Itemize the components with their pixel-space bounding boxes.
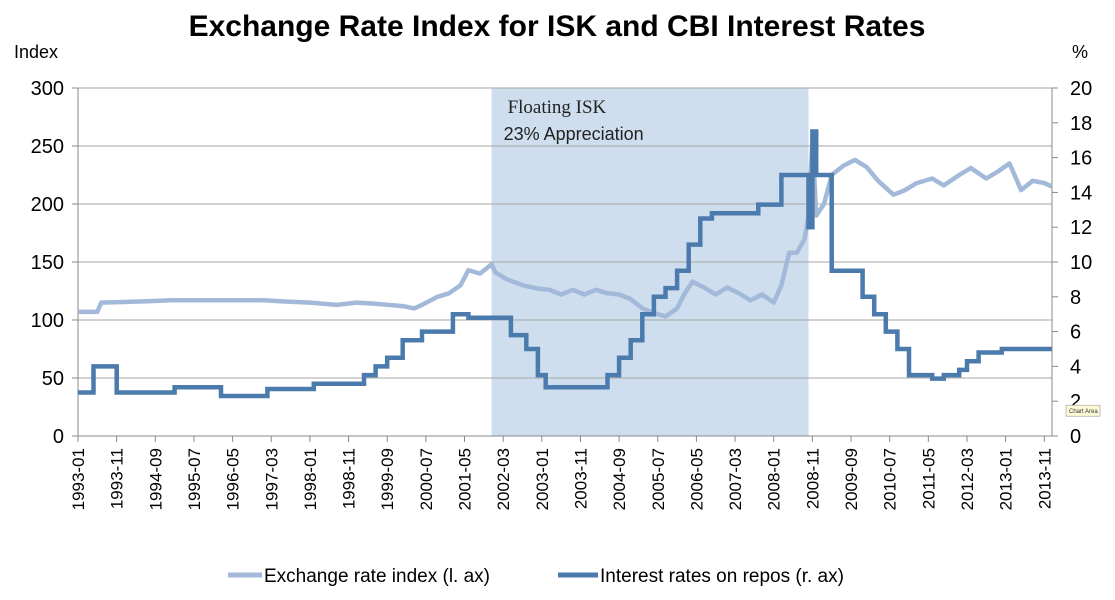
right-tick-label: 2 (1070, 391, 1081, 413)
x-tick-label: 2005-07 (649, 448, 668, 510)
x-tick-label: 1999-09 (378, 448, 397, 510)
x-tick-label: 2001-05 (456, 448, 475, 510)
x-tick-label: 2003-01 (533, 448, 552, 510)
x-tick-label: 2007-03 (726, 448, 745, 510)
right-tick-label: 0 (1070, 426, 1081, 448)
x-tick-label: 2003-11 (571, 448, 590, 509)
left-tick-label: 150 (31, 252, 64, 274)
left-tick-label: 200 (31, 194, 64, 216)
x-tick-label: 1993-01 (69, 448, 88, 510)
x-tick-label: 2002-03 (494, 448, 513, 510)
right-tick-label: 12 (1070, 217, 1092, 239)
right-tick-label: 4 (1070, 356, 1081, 378)
chart-title: Exchange Rate Index for ISK and CBI Inte… (189, 10, 926, 43)
x-tick-label: 2013-01 (997, 448, 1016, 510)
right-tick-label: 16 (1070, 148, 1092, 170)
series-line-exchange-rate (78, 137, 1053, 319)
x-tick-label: 1993-11 (108, 448, 127, 509)
left-tick-label: 250 (31, 136, 64, 158)
right-tick-label: 10 (1070, 252, 1092, 274)
x-tick-label: 1995-07 (185, 448, 204, 510)
left-tick-label: 100 (31, 310, 64, 332)
legend-label-interest-rate: Interest rates on repos (r. ax) (600, 566, 844, 587)
shaded-region-label-1: Floating ISK (508, 97, 607, 118)
series-line-interest-rate (78, 129, 1052, 399)
x-tick-label: 2010-07 (881, 448, 900, 510)
x-tick-label: 2006-05 (687, 448, 706, 510)
right-tick-label: 8 (1070, 287, 1081, 309)
x-tick-label: 1998-01 (301, 448, 320, 510)
legend-label-exchange-rate: Exchange rate index (l. ax) (264, 566, 490, 587)
x-tick-label: 2004-09 (610, 448, 629, 510)
right-tick-label: 14 (1070, 182, 1092, 204)
legend: Exchange rate index (l. ax) Interest rat… (228, 566, 844, 587)
x-tick-label: 2011-05 (919, 448, 938, 509)
right-tick-label: 20 (1070, 78, 1092, 100)
x-tick-label: 1997-03 (262, 448, 281, 510)
x-tick-label: 1998-11 (340, 448, 359, 509)
plot-area[interactable]: 0 50 100 150 200 250 300 0 2 4 6 8 10 12 14 16 18 20 1993-… (31, 78, 1101, 510)
x-tick-label: 2000-07 (417, 448, 436, 510)
left-tick-label: 50 (42, 368, 64, 390)
x-tick-label: 1996-05 (224, 448, 243, 510)
x-tick-label: 2008-11 (803, 448, 822, 509)
chart-area-tooltip (1065, 404, 1101, 417)
x-tick-label: 2009-09 (842, 448, 861, 510)
right-axis-label: % (1072, 42, 1088, 62)
left-tick-label: 0 (53, 426, 64, 448)
left-tick-label: 300 (31, 78, 64, 100)
x-tick-label: 2008-01 (765, 448, 784, 510)
x-tick-label: 2012-03 (958, 448, 977, 510)
shaded-region-label-2: 23% Appreciation (504, 124, 644, 144)
x-tick-label: 2013-11 (1035, 448, 1054, 509)
x-tick-label: 1994-09 (146, 448, 165, 510)
right-tick-label: 18 (1070, 113, 1092, 135)
right-tick-label: 6 (1070, 322, 1081, 344)
chart-area-tooltip-label: Chart Area (1069, 409, 1098, 415)
left-axis-label: Index (14, 42, 58, 62)
